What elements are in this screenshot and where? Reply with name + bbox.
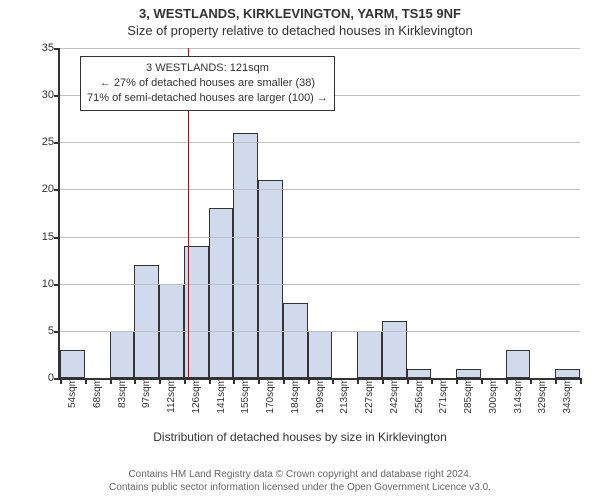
ytick-label: 0 — [24, 372, 60, 384]
xtick-label: 184sqm — [286, 378, 301, 414]
title-main: 3, WESTLANDS, KIRKLEVINGTON, YARM, TS15 … — [0, 6, 600, 21]
xtick-label: 112sqm — [162, 378, 177, 413]
xtick-label: 213sqm — [335, 378, 350, 414]
xtick-label: 285sqm — [459, 378, 474, 414]
gridline — [60, 331, 580, 332]
xtick-mark — [308, 378, 310, 384]
histogram-bar — [407, 369, 432, 378]
xtick-label: 126sqm — [187, 378, 202, 414]
histogram-bar — [506, 350, 531, 378]
x-axis-label: Distribution of detached houses by size … — [0, 430, 600, 444]
gridline — [60, 142, 580, 143]
annotation-line-1: 3 WESTLANDS: 121sqm — [87, 61, 328, 76]
plot-area: 0510152025303554sqm68sqm83sqm97sqm112sqm… — [58, 48, 580, 380]
annotation-line-3: 71% of semi-detached houses are larger (… — [87, 91, 328, 106]
xtick-label: 271sqm — [434, 378, 449, 414]
xtick-mark — [60, 378, 62, 384]
histogram-bar — [456, 369, 481, 378]
ytick-label: 20 — [24, 183, 60, 195]
ytick-label: 10 — [24, 278, 60, 290]
histogram-bar — [308, 331, 333, 378]
xtick-label: 256sqm — [410, 378, 425, 414]
xtick-mark — [85, 378, 87, 384]
xtick-label: 329sqm — [533, 378, 548, 414]
annotation-line-2: ← 27% of detached houses are smaller (38… — [87, 76, 328, 91]
xtick-mark — [481, 378, 483, 384]
footer-line-2: Contains public sector information licen… — [0, 481, 600, 494]
xtick-mark — [184, 378, 186, 384]
ytick-label: 30 — [24, 89, 60, 101]
ytick-label: 15 — [24, 231, 60, 243]
xtick-label: 343sqm — [558, 378, 573, 414]
xtick-mark — [357, 378, 359, 384]
chart-area: Number of detached properties 0510152025… — [0, 38, 600, 438]
xtick-label: 54sqm — [63, 378, 78, 408]
xtick-mark — [407, 378, 409, 384]
xtick-mark — [456, 378, 458, 384]
xtick-mark — [283, 378, 285, 384]
xtick-label: 300sqm — [484, 378, 499, 414]
footer-attribution: Contains HM Land Registry data © Crown c… — [0, 468, 600, 494]
title-sub: Size of property relative to detached ho… — [0, 23, 600, 38]
xtick-label: 170sqm — [261, 378, 276, 414]
xtick-mark — [555, 378, 557, 384]
ytick-label: 35 — [24, 42, 60, 54]
xtick-label: 97sqm — [137, 378, 152, 408]
xtick-label: 314sqm — [509, 378, 524, 414]
histogram-bar — [357, 331, 382, 378]
footer-line-1: Contains HM Land Registry data © Crown c… — [0, 468, 600, 481]
histogram-bar — [258, 180, 283, 378]
histogram-bar — [555, 369, 580, 378]
xtick-label: 68sqm — [88, 378, 103, 408]
annotation-box: 3 WESTLANDS: 121sqm← 27% of detached hou… — [80, 56, 335, 111]
xtick-label: 83sqm — [113, 378, 128, 408]
gridline — [60, 237, 580, 238]
histogram-bar — [134, 265, 159, 378]
histogram-bar — [233, 133, 258, 378]
xtick-label: 227sqm — [360, 378, 375, 414]
gridline — [60, 284, 580, 285]
xtick-label: 242sqm — [385, 378, 400, 414]
xtick-label: 141sqm — [212, 378, 227, 414]
xtick-mark — [506, 378, 508, 384]
gridline — [60, 48, 580, 49]
xtick-mark — [209, 378, 211, 384]
xtick-mark — [134, 378, 136, 384]
xtick-mark — [159, 378, 161, 384]
chart-titles: 3, WESTLANDS, KIRKLEVINGTON, YARM, TS15 … — [0, 0, 600, 38]
xtick-label: 155sqm — [236, 378, 251, 414]
histogram-bar — [110, 331, 135, 378]
histogram-bar — [60, 350, 85, 378]
histogram-bar — [283, 303, 308, 378]
xtick-mark — [580, 378, 582, 384]
ytick-label: 5 — [24, 325, 60, 337]
gridline — [60, 189, 580, 190]
xtick-mark — [382, 378, 384, 384]
xtick-mark — [110, 378, 112, 384]
histogram-bar — [209, 208, 234, 378]
xtick-mark — [258, 378, 260, 384]
xtick-label: 199sqm — [311, 378, 326, 414]
ytick-label: 25 — [24, 136, 60, 148]
